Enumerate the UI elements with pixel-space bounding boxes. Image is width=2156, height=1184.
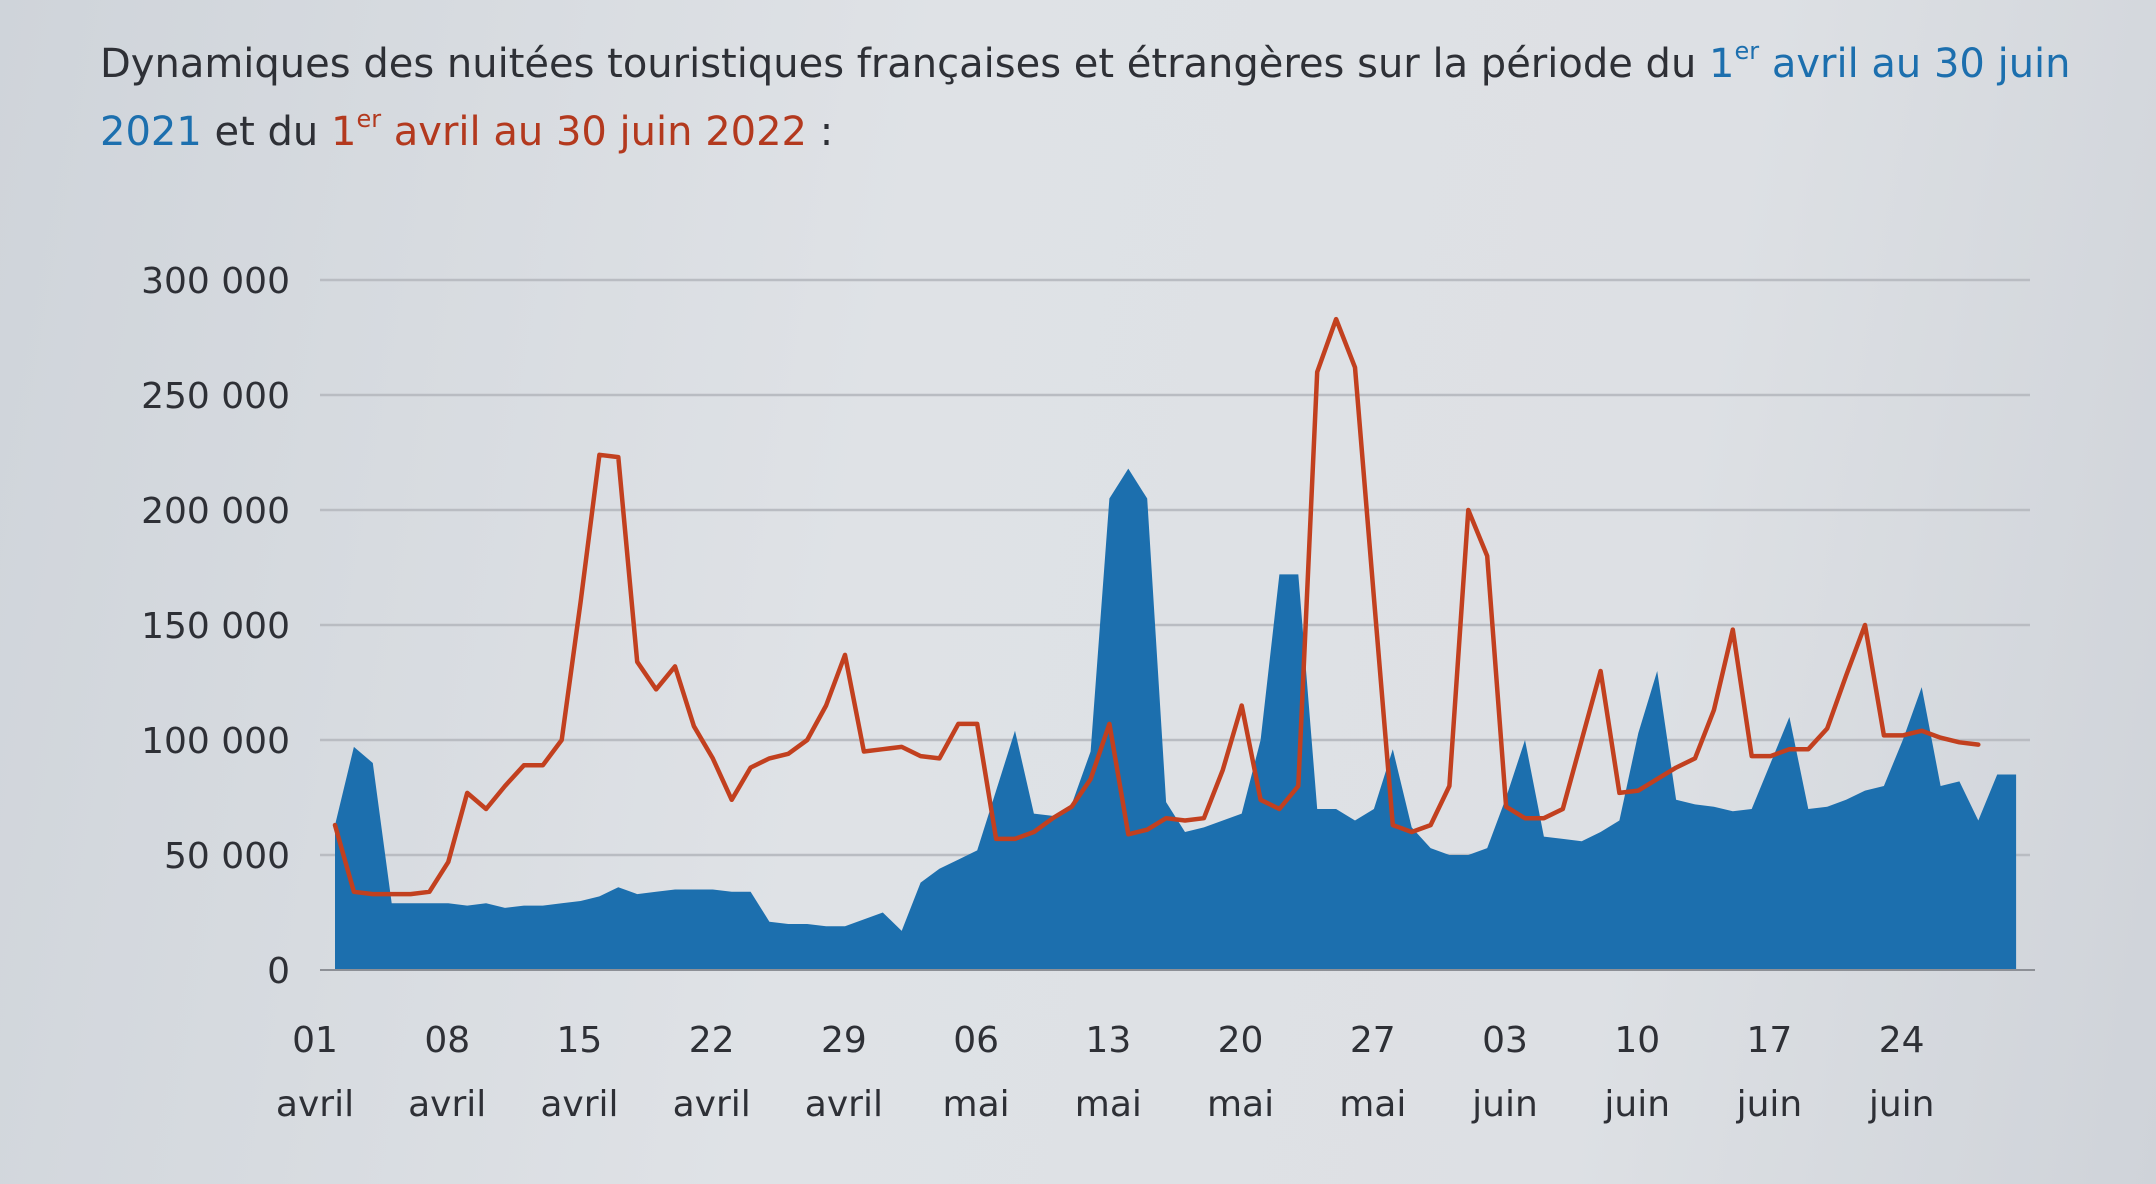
x-tick-label-day: 15	[557, 1020, 603, 1061]
x-tick-label-day: 01	[292, 1020, 338, 1061]
x-tick-label-month: juin	[1471, 1084, 1538, 1125]
x-tick-label-month: mai	[943, 1084, 1010, 1125]
x-axis: 01 avril 08 avril 15 avril 22 avril 29 avril 06 mai…	[276, 969, 2035, 1125]
x-tick-label-month: mai	[1207, 1084, 1274, 1125]
x-tick-label-day: 13	[1085, 1020, 1131, 1061]
x-tick-label-month: juin	[1603, 1084, 1670, 1125]
x-tick-label-month: avril	[805, 1084, 883, 1125]
x-tick-label-day: 17	[1747, 1020, 1793, 1061]
title-period-2022: 1er avril au 30 juin 2022	[330, 107, 807, 155]
x-tick-label-month: avril	[408, 1084, 486, 1125]
x-tick-label-day: 20	[1218, 1020, 1264, 1061]
title-2022-rest: avril au 30 juin 2022	[381, 109, 807, 155]
x-tick-label-day: 03	[1482, 1020, 1528, 1061]
x-tick-label-day: 06	[953, 1020, 999, 1061]
title-2021-day: 1	[1709, 41, 1735, 87]
chart-title: Dynamiques des nuitées touristiques fran…	[100, 30, 2090, 166]
series-2021-area	[335, 468, 2017, 970]
x-tick-label-month: avril	[540, 1084, 618, 1125]
y-axis: 0 50 000 100 000 150 000 200 000 250 000 300 0…	[141, 261, 290, 992]
x-tick-label-day: 27	[1350, 1020, 1396, 1061]
x-tick-label-day: 10	[1614, 1020, 1660, 1061]
x-tick-label-month: avril	[673, 1084, 751, 1125]
title-part-1: Dynamiques des nuitées touristiques fran…	[100, 41, 1710, 87]
x-tick-label-day: 08	[424, 1020, 470, 1061]
x-tick-label-day: 22	[689, 1020, 735, 1061]
title-2021-ordinal: er	[1734, 37, 1760, 65]
x-tick-label-month: mai	[1339, 1084, 1406, 1125]
title-2022-day: 1	[330, 109, 357, 155]
y-tick-label: 250 000	[141, 376, 290, 417]
y-tick-label: 100 000	[141, 721, 290, 762]
x-tick-label-day: 24	[1879, 1020, 1925, 1061]
y-tick-label: 150 000	[141, 606, 290, 647]
title-period-2021: 1er avril au 30 juin 2021	[100, 39, 2071, 155]
title-2022-ordinal: er	[356, 105, 382, 133]
series-2021-area-layer	[335, 468, 2017, 970]
x-tick-label-month: juin	[1868, 1084, 1935, 1125]
y-tick-label: 50 000	[164, 836, 290, 877]
y-tick-label: 200 000	[141, 491, 290, 532]
x-tick-label-month: mai	[1075, 1084, 1142, 1125]
title-2021-rest: avril au 30 juin 2021	[100, 41, 2071, 155]
series-2022-line-layer	[332, 316, 1981, 897]
x-tick-label-month: juin	[1736, 1084, 1803, 1125]
y-tick-label: 0	[267, 951, 290, 992]
title-part-5: :	[807, 109, 834, 155]
y-tick-label: 300 000	[141, 261, 290, 302]
x-tick-label-month: avril	[276, 1084, 354, 1125]
series-2022-line	[332, 316, 1981, 897]
title-part-3: et du	[201, 109, 331, 155]
x-tick-label-day: 29	[821, 1020, 867, 1061]
